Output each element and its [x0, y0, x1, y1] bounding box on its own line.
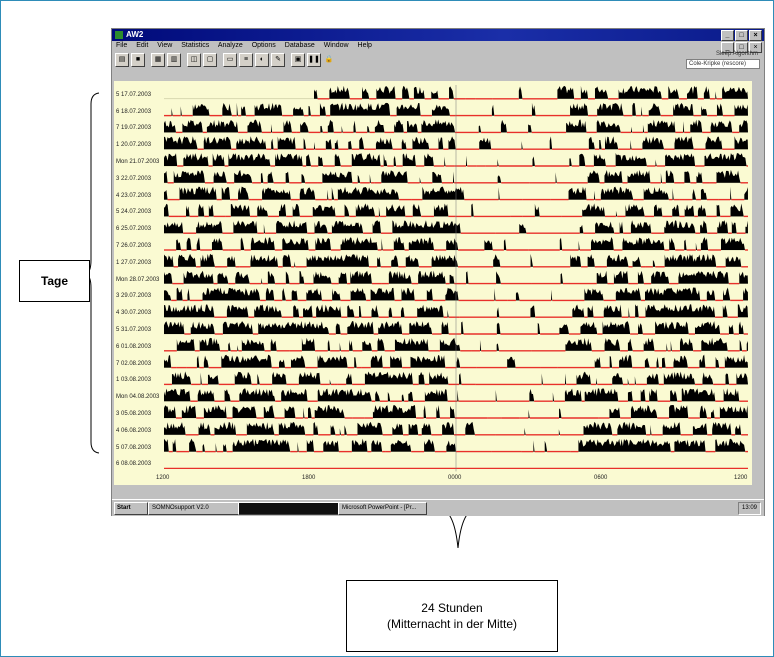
- activity-trace: [164, 388, 748, 402]
- activity-trace: [164, 169, 748, 183]
- list-icon[interactable]: ≡: [239, 53, 253, 67]
- row-label: 5 07.08.2003: [116, 444, 152, 451]
- taskbar-clock: 13:09: [737, 502, 761, 515]
- save-icon[interactable]: ■: [131, 53, 145, 67]
- activity-trace: [314, 85, 748, 99]
- x-tick-label: 1200: [156, 475, 170, 482]
- menu-view[interactable]: View: [157, 42, 173, 49]
- title-bar: AW2 _ □ ×: [112, 29, 764, 41]
- app-window: AW2 _ □ × File Edit View Statistics Anal…: [111, 28, 765, 516]
- activity-trace: [164, 354, 748, 368]
- activity-trace: [164, 153, 748, 166]
- close-button[interactable]: ×: [749, 30, 762, 41]
- taskbar-item-powerpoint[interactable]: Microsoft PowerPoint - [Pr...: [338, 502, 427, 515]
- activity-trace: [164, 304, 748, 318]
- start-button[interactable]: Start: [114, 502, 148, 515]
- pie-chart-icon[interactable]: ◐: [255, 53, 269, 67]
- menu-database[interactable]: Database: [284, 42, 315, 49]
- activity-trace: [164, 102, 748, 116]
- activity-trace: [164, 421, 748, 435]
- activity-trace: [164, 405, 748, 418]
- window-controls: _ □ ×: [721, 30, 762, 41]
- menu-options[interactable]: Options: [251, 42, 276, 49]
- pause-icon[interactable]: ❚❚: [307, 53, 321, 67]
- x-tick-label: 1800: [302, 475, 316, 482]
- sleep-algorithm-label: Sleep Algorithm: [715, 51, 758, 57]
- copy-icon[interactable]: ▢: [203, 53, 217, 67]
- minimize-button[interactable]: _: [721, 30, 734, 41]
- activity-trace: [164, 136, 748, 150]
- menu-bar: File Edit View Statistics Analyze Option…: [112, 41, 764, 51]
- row-label: 5 17.07.2003: [116, 91, 152, 98]
- row-label: Mon 28.07.2003: [116, 276, 160, 283]
- row-label: 7 19.07.2003: [116, 125, 152, 132]
- row-label: 3 29.07.2003: [116, 293, 152, 300]
- row-label: 1 03.08.2003: [116, 377, 152, 384]
- row-label: 5 31.07.2003: [116, 327, 152, 333]
- activity-trace: [164, 371, 748, 385]
- window-title: AW2: [126, 30, 144, 39]
- doc-minimize-button[interactable]: _: [721, 42, 734, 53]
- row-label: Mon 04.08.2003: [116, 394, 160, 401]
- row-label: 6 18.07.2003: [116, 108, 152, 115]
- actogram-plot: 5 17.07.2003 6 18.07.2003 7 19.07.2003 1 20…: [114, 81, 752, 485]
- row-label: 4 23.07.2003: [116, 192, 152, 199]
- report-icon[interactable]: ▣: [291, 53, 305, 67]
- hours-annotation-line2: (Mitternacht in der Mitte): [386, 617, 518, 631]
- row-label: 3 05.08.2003: [116, 411, 152, 417]
- open-icon[interactable]: ▤: [115, 53, 129, 67]
- activity-trace: [164, 337, 748, 351]
- document-controls: _ □ ×: [721, 42, 762, 53]
- doc-restore-button[interactable]: □: [735, 42, 748, 53]
- activity-trace: [164, 438, 748, 452]
- app-icon: [115, 31, 123, 39]
- activity-trace: [164, 321, 748, 334]
- sleep-algorithm-select[interactable]: Cole-Kripke (rescore): [686, 59, 760, 69]
- lock-icon[interactable]: 🔒: [324, 56, 334, 63]
- toolbar: ▤ ■ ▦ ▥ ◫ ▢ ▭ ≡ ◐ ✎ ▣ ❚❚ 🔒: [115, 53, 335, 67]
- menu-file[interactable]: File: [116, 42, 128, 49]
- activity-trace: [164, 270, 748, 284]
- row-label: 6 08.08.2003: [116, 461, 152, 468]
- menu-analyze[interactable]: Analyze: [217, 42, 243, 49]
- days-label: Tage: [19, 260, 90, 302]
- start-label: Start: [117, 505, 131, 511]
- menu-statistics[interactable]: Statistics: [181, 42, 210, 49]
- row-label: 6 01.08.2003: [116, 343, 152, 350]
- row-label: 5 24.07.2003: [116, 209, 152, 216]
- print-preview-icon[interactable]: ▥: [167, 53, 181, 67]
- x-tick-label: 0000: [448, 475, 462, 482]
- row-label: 3 22.07.2003: [116, 175, 152, 182]
- actogram-svg: [164, 85, 748, 472]
- maximize-button[interactable]: □: [735, 30, 748, 41]
- zoom-icon[interactable]: ◫: [187, 53, 201, 67]
- edit-icon[interactable]: ✎: [271, 53, 285, 67]
- menu-window[interactable]: Window: [323, 42, 349, 49]
- taskbar: Start SOMNOsupport V2.0 Microsoft PowerP…: [112, 499, 764, 516]
- x-tick-label: 0600: [594, 475, 608, 482]
- x-tick-label: 1200: [734, 475, 748, 482]
- menu-help[interactable]: Help: [357, 42, 372, 49]
- print-icon[interactable]: ▦: [151, 53, 165, 67]
- doc-close-button[interactable]: ×: [749, 42, 762, 53]
- menu-edit[interactable]: Edit: [136, 42, 149, 49]
- row-label: 4 30.07.2003: [116, 310, 152, 317]
- row-label: 6 25.07.2003: [116, 226, 152, 233]
- taskbar-item-active[interactable]: [238, 502, 339, 515]
- window-icon[interactable]: ▭: [223, 53, 237, 67]
- row-label: 1 27.07.2003: [116, 259, 152, 266]
- row-label: 1 20.07.2003: [116, 142, 152, 149]
- taskbar-item-somnosupport[interactable]: SOMNOsupport V2.0: [148, 502, 239, 515]
- row-label: 7 02.08.2003: [116, 360, 152, 367]
- row-label: 7 26.07.2003: [116, 243, 152, 249]
- row-label: Mon 21.07.2003: [116, 159, 160, 165]
- row-label: 4 06.08.2003: [116, 427, 152, 434]
- activity-trace: [164, 203, 748, 217]
- activity-trace: [164, 119, 748, 133]
- hours-annotation-line1: 24 Stunden: [421, 601, 483, 615]
- hours-annotation: 24 Stunden (Mitternacht in der Mitte): [346, 580, 558, 652]
